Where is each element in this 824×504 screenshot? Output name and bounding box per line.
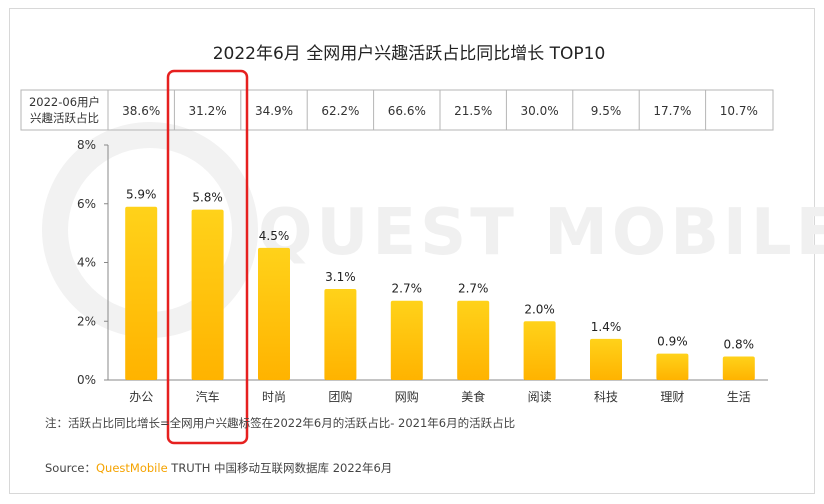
watermark-text: QUEST MOBILE (258, 196, 824, 270)
table-row-header-line2: 兴趣活跃占比 (30, 111, 99, 125)
y-tick-label: 8% (77, 138, 96, 152)
source-rest: TRUTH 中国移动互联网数据库 2022年6月 (168, 461, 393, 475)
source-prefix: Source： (45, 461, 96, 475)
source-line: Source：QuestMobile TRUTH 中国移动互联网数据库 2022… (45, 461, 392, 475)
y-tick-label: 4% (77, 256, 96, 270)
bar (324, 288, 357, 380)
footnote: 注：活跃占比同比增长=全网用户兴趣标签在2022年6月的活跃占比- 2021年6… (45, 416, 515, 430)
table-cell: 21.5% (454, 104, 492, 118)
bar-value-label: 2.0% (524, 302, 555, 316)
table-cell: 66.6% (388, 104, 426, 118)
table-row-header-line1: 2022-06用户 (29, 95, 100, 109)
table-cell: 9.5% (591, 104, 622, 118)
watermark: QUEST MOBILE (42, 122, 824, 338)
bar (656, 353, 689, 380)
y-tick-label: 0% (77, 373, 96, 387)
bar-value-label: 0.8% (724, 338, 755, 352)
x-tick-label: 网购 (395, 389, 419, 404)
x-tick-label: 阅读 (528, 390, 552, 404)
x-tick-label: 时尚 (262, 390, 286, 404)
x-tick-label: 团购 (328, 389, 352, 404)
bar-value-label: 3.1% (325, 270, 356, 284)
bar (125, 206, 158, 380)
bar (457, 300, 490, 380)
bar (390, 300, 423, 380)
bar-value-label: 5.8% (192, 191, 223, 205)
table-cell: 30.0% (521, 104, 559, 118)
bar (191, 209, 224, 380)
y-tick-label: 2% (77, 314, 96, 328)
source-brand: QuestMobile (96, 461, 168, 475)
bar (722, 356, 755, 380)
table-cell: 10.7% (720, 104, 758, 118)
x-tick-label: 美食 (461, 389, 485, 404)
table-cell: 31.2% (189, 104, 227, 118)
table-cell: 38.6% (122, 104, 160, 118)
x-tick-label: 科技 (594, 390, 618, 404)
bar-value-label: 5.9% (126, 188, 157, 202)
bar-value-label: 0.9% (657, 335, 688, 349)
chart-title: 2022年6月 全网用户兴趣活跃占比同比增长 TOP10 (213, 44, 606, 64)
table-cell: 34.9% (255, 104, 293, 118)
x-tick-label: 汽车 (196, 389, 220, 404)
table-cell: 62.2% (321, 104, 359, 118)
bar-value-label: 2.7% (392, 282, 423, 296)
bar-value-label: 2.7% (458, 282, 489, 296)
x-tick-label: 理财 (660, 390, 684, 404)
highlight-box (166, 69, 249, 445)
bar-value-label: 1.4% (591, 320, 622, 334)
bar-value-label: 4.5% (259, 229, 290, 243)
x-tick-label: 生活 (727, 390, 751, 404)
bars: 5.9% 办公 5.8% 汽车 4.5% 时尚 3.1% 团购 2.7% 网购 2.7% 美食 2.0%… (125, 188, 755, 404)
y-tick-label: 6% (77, 197, 96, 211)
bar (590, 338, 622, 380)
bar (523, 321, 556, 380)
x-tick-label: 办公 (129, 389, 153, 404)
table-cell: 17.7% (653, 104, 691, 118)
bar (258, 247, 290, 380)
table-border (20, 89, 774, 131)
